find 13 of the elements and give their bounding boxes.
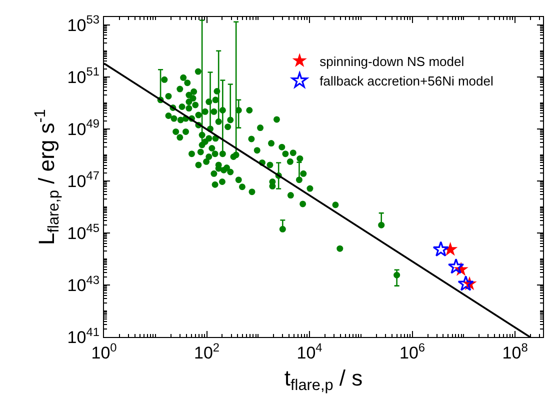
x-tick-label: 10$^{6}$ xyxy=(400,340,426,363)
x-tick-label: 10$^{8}$ xyxy=(502,340,528,363)
x-tick-label: 10$^{2}$ xyxy=(194,340,220,363)
y-tick-label: 10$^{51}$ xyxy=(67,64,100,87)
legend-label: spinning-down NS model xyxy=(320,54,464,69)
x-axis-title: t$_{flare,p}$ / s xyxy=(284,365,363,394)
y-tick-label: 10$^{45}$ xyxy=(67,220,100,243)
y-tick-label: 10$^{47}$ xyxy=(67,168,100,191)
y-tick-label: 10$^{49}$ xyxy=(67,116,100,139)
legend-label: fallback accretion+56Ni model xyxy=(320,74,494,89)
x-tick-label: 10$^{4}$ xyxy=(296,340,323,363)
y-tick-label: 10$^{53}$ xyxy=(67,12,100,35)
y-tick-label: 10$^{43}$ xyxy=(67,272,100,295)
